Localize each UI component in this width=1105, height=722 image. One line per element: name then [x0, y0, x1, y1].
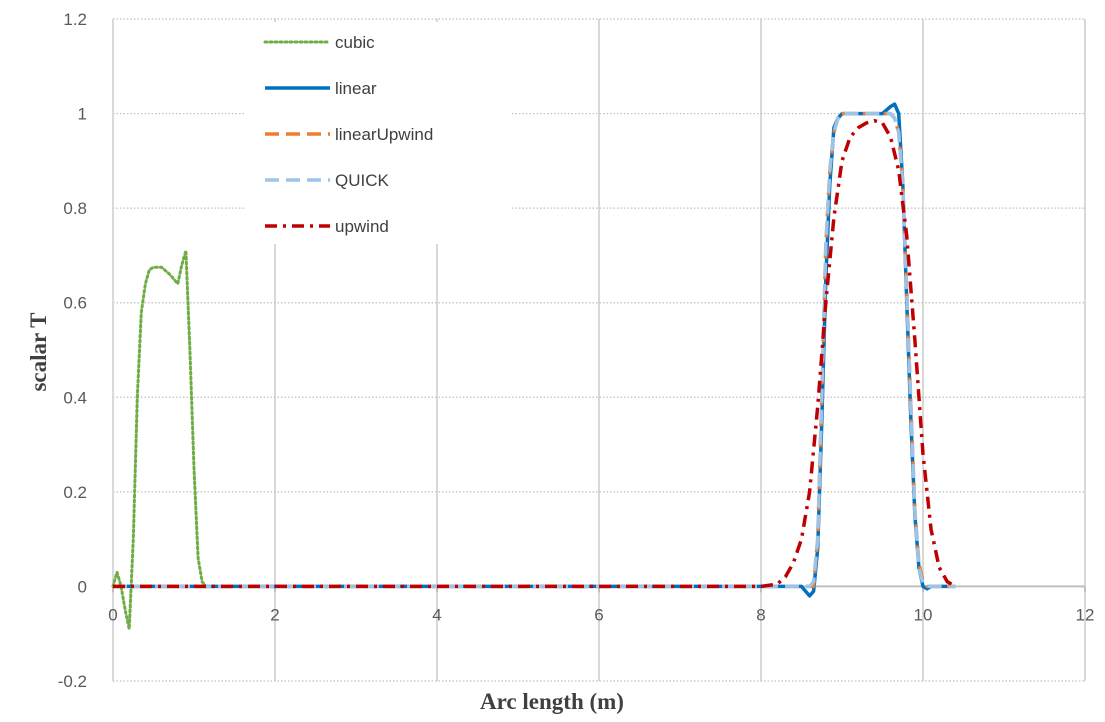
y-tick-label: 0 [78, 577, 87, 596]
legend-label-linear: linear [335, 79, 377, 98]
tick-labels: 0 2 4 6 8 10 12 -0.2 0 0.2 0.4 0.6 0.8 1 1.2 [58, 10, 1095, 691]
x-axis-title: Arc length (m) [480, 689, 624, 714]
y-axis-title: scalar T [26, 312, 51, 391]
y-tick-label: 0.4 [63, 388, 87, 407]
series-line-upwind [113, 118, 957, 589]
y-tick-label: 0.2 [63, 483, 87, 502]
series-line-linear [113, 102, 956, 598]
legend-label-quick: QUICK [335, 171, 390, 190]
legend-label-linearupwind: linearUpwind [335, 125, 433, 144]
legend: cubic linear linearUpwind QUICK upwind [245, 22, 510, 244]
y-tick-label: 1 [78, 105, 87, 124]
x-tick-label: 12 [1076, 605, 1095, 624]
x-tick-label: 4 [432, 605, 441, 624]
legend-label-cubic: cubic [335, 33, 375, 52]
legend-label-upwind: upwind [335, 217, 389, 236]
x-tick-label: 6 [594, 605, 603, 624]
y-tick-label: -0.2 [58, 672, 87, 691]
x-tick-label: 2 [270, 605, 279, 624]
series-line-quick [113, 111, 956, 589]
series-line-cubic [111, 249, 216, 631]
series-lines [111, 102, 957, 631]
x-tick-label: 8 [756, 605, 765, 624]
y-tick-label: 1.2 [63, 10, 87, 29]
y-tick-label: 0.6 [63, 294, 87, 313]
x-tick-label: 0 [108, 605, 117, 624]
x-tick-label: 10 [914, 605, 933, 624]
y-tick-label: 0.8 [63, 199, 87, 218]
